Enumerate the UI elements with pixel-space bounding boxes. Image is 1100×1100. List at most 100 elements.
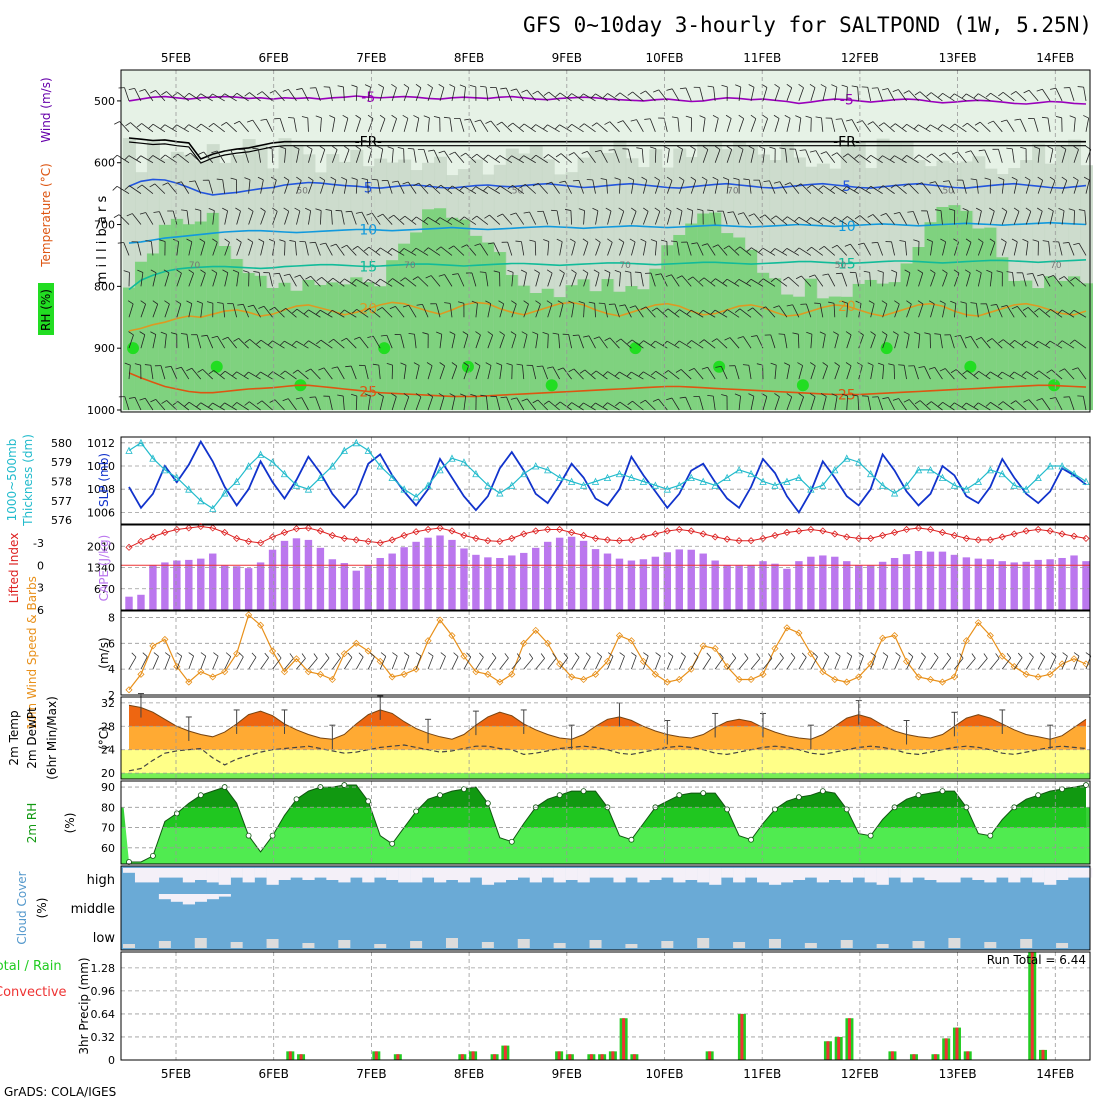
wind-barb-flag [283, 207, 289, 212]
wind-barb-flag [515, 240, 522, 243]
thickness-point [1010, 481, 1018, 489]
wind-barb [200, 655, 207, 670]
wind-barb [320, 339, 333, 349]
wind-barb-flag [770, 277, 776, 283]
wind-speed-point [771, 644, 779, 653]
wind-barb [898, 398, 907, 411]
wind-barb-flag [808, 274, 815, 278]
wind-barb-flag [175, 181, 182, 184]
wind-barb [645, 399, 656, 411]
precip-series-label-total: Total / Rain [0, 959, 62, 974]
precip-convective-bar [912, 1054, 916, 1060]
wind-speed-point [711, 644, 719, 653]
wind-barb [1037, 180, 1044, 194]
cloud-gap [278, 868, 291, 880]
wind-barb [382, 213, 393, 225]
wind-barb-flag [253, 271, 260, 273]
thickness-point [436, 465, 444, 474]
wind-barb [595, 402, 608, 411]
low-cloud-gap [697, 938, 710, 948]
date-label-bottom: 5FEB [161, 1067, 191, 1081]
wind-barb-flag [148, 155, 154, 160]
wind-barb-flag [686, 208, 693, 211]
rh-band-90 [960, 210, 974, 410]
wind-barb [428, 247, 441, 256]
axis-label: Lifted Index [7, 533, 21, 604]
cloud-gap [338, 868, 351, 883]
wind-barb-flag [150, 269, 157, 274]
y-tick-label: 900 [94, 342, 115, 355]
precip-convective-bar [589, 1054, 593, 1060]
wind-barb-flag [867, 121, 874, 125]
cloud-gap [541, 868, 554, 878]
lifted-index-point [221, 528, 229, 537]
wind-barb-flag [197, 369, 203, 373]
wind-barb [738, 279, 752, 287]
wind-barb-flag [112, 186, 118, 191]
wind-barb [750, 658, 761, 670]
wind-barb [619, 272, 621, 287]
wind-barb-flag [469, 84, 476, 88]
rh-band-90 [840, 296, 854, 410]
wind-barb-flag [416, 304, 423, 306]
wind-barb [942, 401, 955, 411]
thickness-point [292, 481, 301, 489]
wind-barb [607, 272, 611, 287]
wind-barb-flag [592, 207, 599, 212]
wind-barb-flag [712, 115, 719, 119]
wind-barb [658, 89, 668, 102]
wind-barb [990, 92, 1003, 102]
wind-barb [841, 118, 848, 132]
wind-barb [976, 179, 979, 194]
wind-barb-flag [113, 214, 120, 218]
wind-barb [792, 304, 800, 318]
wind-barb-flag [971, 653, 976, 659]
wind-barb [583, 402, 596, 411]
wind-barb [1028, 399, 1039, 411]
wind-barb-flag [545, 181, 552, 185]
wind-barb [846, 365, 852, 380]
wind-barb-flag [139, 331, 146, 336]
wind-barb [966, 93, 979, 102]
cape-bar [532, 547, 540, 610]
wind-barb-flag [1046, 369, 1052, 374]
lifted-index-point [328, 531, 336, 540]
wind-barb-flag [315, 309, 321, 315]
wind-barb [433, 149, 441, 163]
cloud-gap [194, 868, 207, 880]
wind-barb [991, 338, 1003, 349]
wind-speed-point [627, 637, 635, 645]
wind-barb-flag [863, 270, 870, 273]
wind-barb-flag [1032, 239, 1039, 242]
wind-barb [906, 155, 919, 164]
wind-barb-flag [471, 153, 478, 159]
wind-barb [224, 242, 230, 256]
rh-point [389, 840, 396, 847]
wind-barb-flag [521, 89, 528, 93]
wind-barb-flag [196, 93, 201, 99]
wind-barb [942, 273, 948, 287]
wind-speed-point [1070, 655, 1078, 663]
wind-barb-flag [160, 331, 167, 335]
wind-barb [859, 154, 871, 164]
wind-barb-flag [224, 238, 230, 243]
wind-barb-flag [369, 652, 375, 657]
wind-barb [654, 180, 660, 194]
wind-barb [1013, 179, 1018, 194]
wind-barb-flag [185, 152, 191, 157]
wind-barb-flag [903, 90, 910, 94]
wind-barb-flag [706, 652, 712, 658]
cape-bar [998, 561, 1006, 610]
wind-barb [1006, 305, 1015, 318]
wind-speed-point [1046, 670, 1054, 678]
wind-barb [395, 306, 405, 318]
wind-barb-flag [479, 271, 486, 273]
lifted-index-point [532, 527, 540, 535]
wind-barb [1025, 340, 1039, 349]
cape-bar [651, 556, 660, 610]
cloud-gap [242, 868, 255, 883]
wind-barb [750, 148, 755, 163]
wind-barb [738, 396, 741, 411]
wind-barb-flag [617, 120, 624, 124]
wind-barb-flag [528, 653, 534, 659]
